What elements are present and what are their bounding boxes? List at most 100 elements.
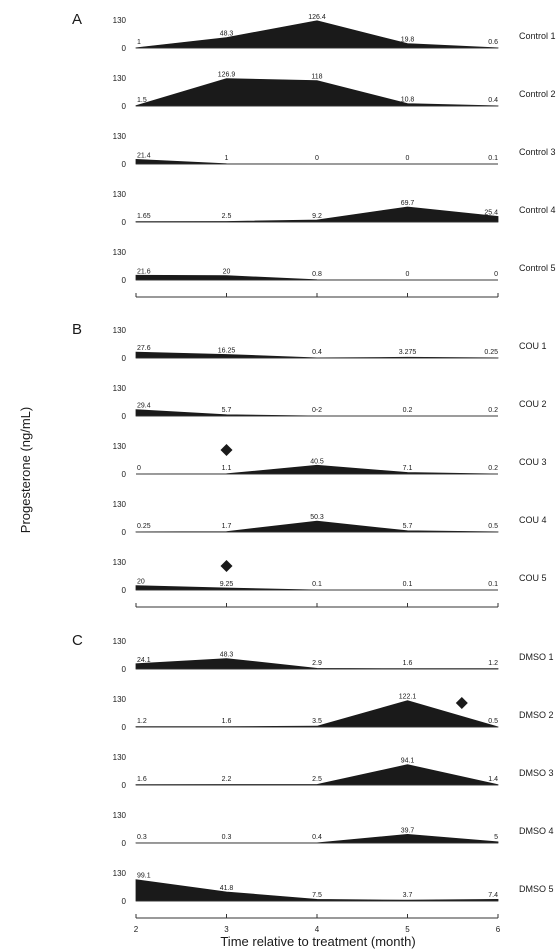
series-label: DMSO 2 xyxy=(519,710,554,720)
data-label: 5 xyxy=(494,834,498,841)
data-label: 0.5 xyxy=(488,523,498,530)
y-tick-label: 130 xyxy=(113,248,127,257)
series-row: 130 0 29.4 5.7 0-2 0.2 0.2 COU 2 xyxy=(113,384,547,421)
y-tick-label: 130 xyxy=(113,811,127,820)
y-tick-label: 130 xyxy=(113,16,127,25)
y-tick-label: 0 xyxy=(122,723,127,732)
x-tick-label: 4 xyxy=(315,925,320,934)
series-row: 130 0 1.6 2.2 2.5 94.1 1.4 DMSO 3 xyxy=(113,753,554,790)
series-label: COU 2 xyxy=(519,399,547,409)
x-tick-label: 2 xyxy=(134,925,139,934)
data-label: 0-2 xyxy=(312,407,322,414)
series-label: Control 5 xyxy=(519,263,556,273)
series-area xyxy=(135,78,499,107)
data-label: 0 xyxy=(406,155,410,162)
y-tick-label: 130 xyxy=(113,190,127,199)
data-label: 0 xyxy=(494,271,498,278)
data-label: 0.1 xyxy=(488,581,498,588)
x-axis: 2 3 4 5 6 xyxy=(134,914,501,934)
x-axis xyxy=(135,293,499,298)
y-tick-label: 130 xyxy=(113,558,127,567)
panel-letter: B xyxy=(72,321,82,338)
data-label: 3.5 xyxy=(312,718,322,725)
data-label: 9.25 xyxy=(220,581,234,588)
series-label: Control 3 xyxy=(519,147,556,157)
treatment-marker xyxy=(220,444,233,456)
series-area xyxy=(135,20,499,49)
y-tick-label: 0 xyxy=(122,44,127,53)
series-label: COU 5 xyxy=(519,573,547,583)
data-label: 94.1 xyxy=(401,758,415,765)
data-label: 0.25 xyxy=(484,349,498,356)
x-axis xyxy=(135,603,499,608)
series-row: 130 0 27.6 16.25 0.4 3.275 0.25 COU 1 xyxy=(113,326,547,363)
data-label: 0.1 xyxy=(312,581,322,588)
data-label: 0.4 xyxy=(488,97,498,104)
data-label: 20 xyxy=(223,269,231,276)
treatment-marker xyxy=(455,697,468,709)
y-tick-label: 130 xyxy=(113,500,127,509)
data-label: 7.4 xyxy=(488,892,498,899)
y-tick-label: 130 xyxy=(113,384,127,393)
data-label: 39.7 xyxy=(401,827,415,834)
data-label: 1.2 xyxy=(137,718,147,725)
data-label: 24.1 xyxy=(137,657,151,664)
data-label: 1.6 xyxy=(137,776,147,783)
y-axis-title: Progesterone (ng/mL) xyxy=(18,407,33,533)
data-label: 0.5 xyxy=(488,718,498,725)
data-label: 16.25 xyxy=(218,348,236,355)
y-tick-label: 0 xyxy=(122,470,127,479)
data-label: 0.6 xyxy=(488,39,498,46)
y-tick-label: 0 xyxy=(122,102,127,111)
data-label: 1.1 xyxy=(222,465,232,472)
y-tick-label: 0 xyxy=(122,781,127,790)
series-row: 130 0 21.6 20 0.8 0 0 Control 5 xyxy=(113,248,556,285)
series-row: 130 0 1.2 1.6 3.5 122.1 0.5 DMSO 2 xyxy=(113,694,554,732)
data-label: 41.8 xyxy=(220,885,234,892)
x-tick-label: 5 xyxy=(405,925,410,934)
data-label: 0 xyxy=(315,155,319,162)
data-label: 48.3 xyxy=(220,652,234,659)
data-label: 40.5 xyxy=(310,458,324,465)
data-label: 1.65 xyxy=(137,213,151,220)
series-row: 130 0 1 48.3 126.4 19.8 0.6 Control 1 xyxy=(113,14,556,53)
series-label: COU 4 xyxy=(519,515,547,525)
y-tick-label: 0 xyxy=(122,160,127,169)
y-tick-label: 130 xyxy=(113,753,127,762)
data-label: 126.4 xyxy=(308,14,326,21)
y-tick-label: 0 xyxy=(122,218,127,227)
data-label: 10.8 xyxy=(401,97,415,104)
data-label: 7.1 xyxy=(403,465,413,472)
y-tick-label: 130 xyxy=(113,869,127,878)
data-label: 9.2 xyxy=(312,213,322,220)
panel-c: C 130 0 24.1 48.3 2.9 1.6 1.2 DMSO 1 130 0 1.2 1.6 3.… xyxy=(72,632,554,934)
y-tick-label: 0 xyxy=(122,897,127,906)
data-label: 1.7 xyxy=(222,523,232,530)
data-label: 5.7 xyxy=(403,523,413,530)
data-label: 0.2 xyxy=(488,465,498,472)
data-label: 2.9 xyxy=(312,660,322,667)
data-label: 1.6 xyxy=(403,660,413,667)
y-tick-label: 130 xyxy=(113,442,127,451)
data-label: 19.8 xyxy=(401,37,415,44)
y-tick-label: 130 xyxy=(113,74,127,83)
data-label: 27.6 xyxy=(137,345,151,352)
series-row: 130 0 99.1 41.8 7.5 3.7 7.4 DMSO 5 xyxy=(113,869,554,906)
data-label: 0.3 xyxy=(222,834,232,841)
data-label: 0.8 xyxy=(312,271,322,278)
x-tick-label: 6 xyxy=(496,925,501,934)
series-row: 130 0 21.4 1 0 0 0.1 Control 3 xyxy=(113,132,556,169)
data-label: 5.7 xyxy=(222,407,232,414)
treatment-marker xyxy=(220,560,233,572)
data-label: 21.6 xyxy=(137,268,151,275)
data-label: 29.4 xyxy=(137,403,151,410)
y-tick-label: 130 xyxy=(113,326,127,335)
data-label: 2.2 xyxy=(222,776,232,783)
data-label: 3.275 xyxy=(399,349,417,356)
panel-letter: C xyxy=(72,632,83,649)
y-tick-label: 0 xyxy=(122,276,127,285)
series-label: DMSO 4 xyxy=(519,826,554,836)
data-label: 1.4 xyxy=(488,776,498,783)
